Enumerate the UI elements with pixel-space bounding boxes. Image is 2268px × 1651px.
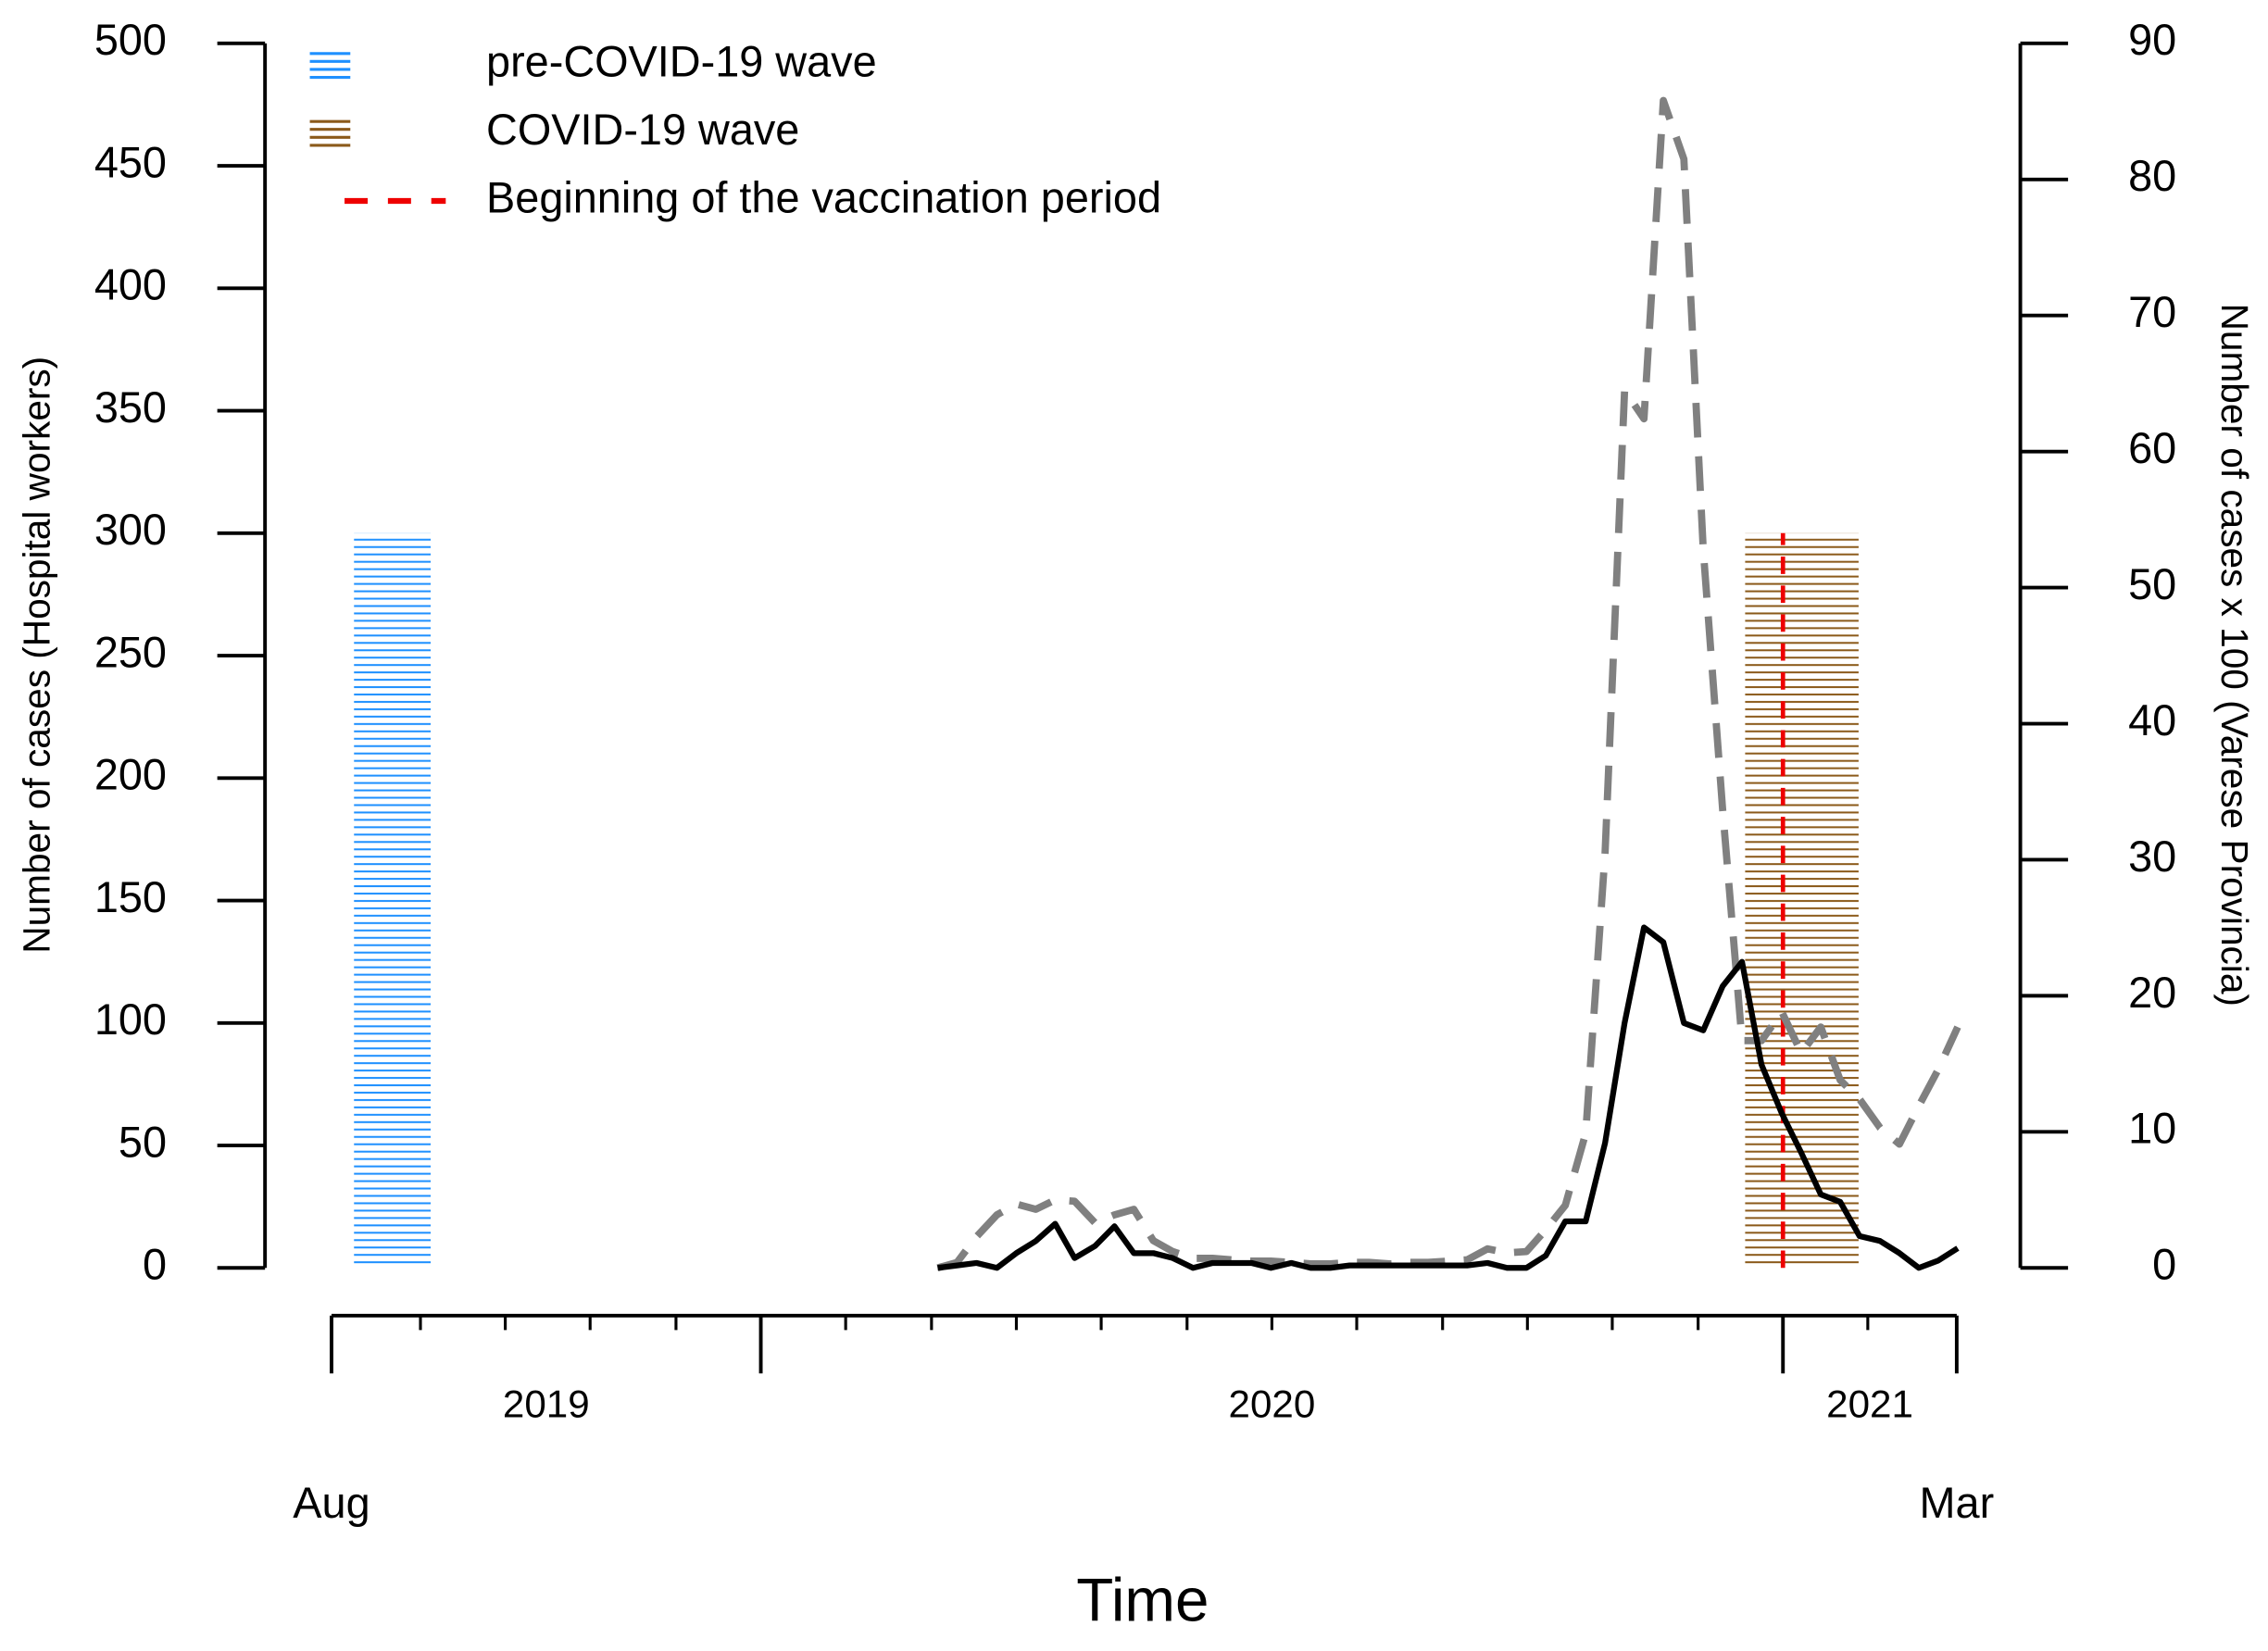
y-tick-label: 350 [94,383,167,432]
y2-tick-label: 50 [2128,560,2176,608]
y2-tick-label: 60 [2128,424,2176,472]
x-axis-title: Time [1076,1566,1209,1633]
y2-tick-label: 30 [2128,832,2176,881]
year-label: 2019 [503,1382,590,1425]
x-tick-label: Aug [293,1479,370,1527]
y2-tick-label: 0 [2152,1241,2176,1289]
y-tick-label: 150 [94,873,167,921]
y-tick-label: 0 [143,1241,167,1289]
y2-tick-label: 20 [2128,969,2176,1017]
legend-label: Beginning of the vaccination period [486,173,1161,221]
y-tick-label: 50 [119,1118,167,1166]
y-axis-title: Number of cases (Hospital workers) [15,356,57,954]
legend-label: COVID-19 wave [486,106,799,154]
y-tick-label: 250 [94,628,167,676]
x-tick-label: Mar [1920,1479,1995,1527]
y2-tick-label: 80 [2128,152,2176,200]
series-line [937,924,1960,1271]
y2-tick-label: 90 [2128,16,2176,64]
y-tick-label: 450 [94,138,167,186]
y-tick-label: 200 [94,751,167,799]
y-tick-label: 400 [94,261,167,309]
dashed-series-line [936,96,1961,1272]
y-tick-label: 500 [94,16,167,64]
legend-label: pre-COVID-19 wave [486,38,877,86]
y2-tick-label: 40 [2128,696,2176,744]
y-tick-label: 300 [94,506,167,554]
year-label: 2021 [1826,1382,1913,1425]
y-tick-label: 100 [94,995,167,1044]
y2-axis-title: Number of cases x 100 (Varese Provincia) [2213,304,2256,1007]
y2-tick-label: 70 [2128,288,2176,336]
y2-tick-label: 10 [2128,1105,2176,1153]
wave-band [354,532,432,1269]
year-label: 2020 [1229,1382,1316,1425]
wave-band [1745,532,1859,1269]
